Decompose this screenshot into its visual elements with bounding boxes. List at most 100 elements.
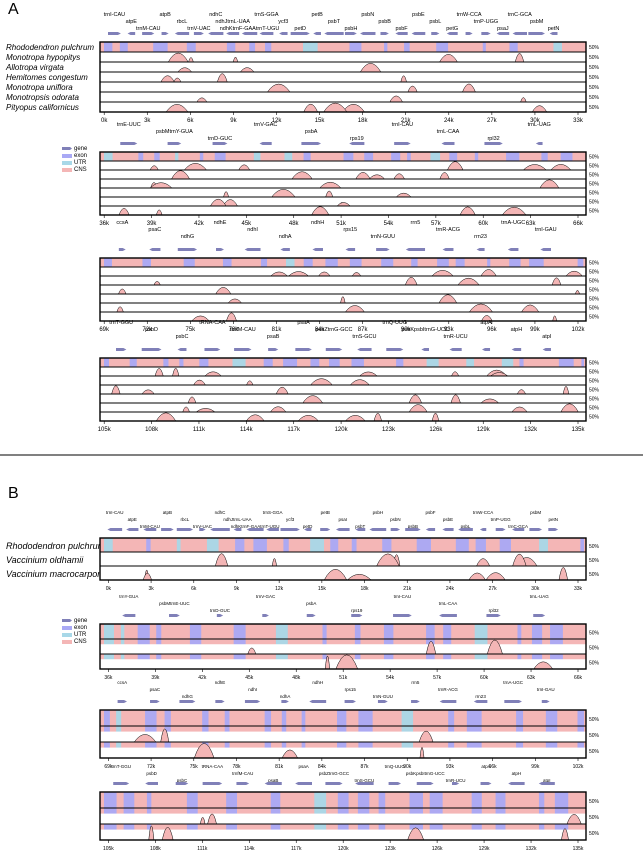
pct-label: 50% [589,305,600,311]
gene-arrow [465,32,473,35]
gene-label: psbN [390,517,401,522]
track-white [100,197,586,206]
gene-arrow [259,32,274,35]
gene-label: trnL-UAG [528,122,551,128]
x-tick-label: 81k [272,327,283,333]
x-tick-label: 45k [241,221,252,227]
x-tick-label: 27k [489,586,498,592]
x-tick-label: 9k [230,118,237,124]
gene-label: psaC [148,227,161,233]
track-frame [99,537,587,581]
gene-arrow [145,782,158,785]
legend-label: gene [74,146,88,152]
gene-label: psaI [339,517,348,522]
gene-label: psaB [267,334,280,340]
pct-label: 50% [589,369,600,375]
pct-label: 50% [589,414,600,420]
gene-label: trnD-GUC [208,136,232,142]
legend-swatch [62,626,72,630]
pct-label: 50% [589,45,600,51]
track-white [100,161,586,170]
gene-label: ndhC [215,510,227,515]
pct-label: 50% [589,269,600,275]
pct-label: 50% [589,558,600,564]
gene-label: atpE [126,19,138,25]
gene-label: ccsA [117,680,127,685]
gene-arrow [528,32,545,35]
legend-swatch [62,161,72,165]
gene-arrow [236,782,250,785]
gene-label: ndhA [279,234,292,240]
x-tick-label: 75k [186,327,197,333]
gene-arrow [306,614,316,617]
pct-label: 50% [589,154,600,160]
x-tick-label: 15k [315,118,326,124]
gene-arrow [141,348,162,351]
gene-label: tRNA-CAA [202,764,224,769]
gene-arrow [388,782,401,785]
gene-arrow [118,248,126,251]
gene-arrow [161,528,174,531]
gene-arrow [442,528,454,531]
track-white [100,285,586,294]
gene-label: ndhH [312,680,323,685]
gene-label: ycf3 [278,19,288,25]
pct-label: 50% [589,296,600,302]
gene-arrow [262,614,269,617]
gene-arrow [386,348,404,351]
track-white [100,92,586,102]
gene-arrow [405,248,426,251]
x-tick-label: 108k [145,427,159,433]
x-tick-label: 72k [142,327,153,333]
x-tick-label: 51k [336,221,347,227]
gene-arrow [161,32,169,35]
pct-label: 50% [589,396,600,402]
gene-label: petG [446,26,458,32]
gene-arrow [369,528,387,531]
track-white [100,644,586,654]
track-frame [99,709,587,759]
pct-label: 50% [589,646,600,652]
gene-label: psaC [150,687,161,692]
x-tick-label: 96k [487,327,498,333]
x-tick-label: 114k [244,846,255,850]
gene-label: psbF [425,510,435,515]
x-tick-label: 99k [531,764,540,770]
gene-arrow [244,700,261,703]
gene-arrow [312,248,323,251]
x-tick-label: 123k [385,846,396,850]
gene-arrow [538,782,555,785]
gene-label: psbMtrnE-UUC [159,601,190,606]
gene-label: trnR-UCU [446,778,466,783]
gene-label: rrn5 [411,680,419,685]
gene-label: trnV-UAC [193,524,213,529]
gene-arrow [351,614,363,617]
gene-label: trnL-CAA [439,601,458,606]
species-label: Allotropa virgata [5,63,64,72]
x-tick-label: 3k [148,586,154,592]
gene-label: rpl32 [489,608,500,613]
gene-arrow [394,142,411,145]
x-tick-label: 21k [401,118,412,124]
x-tick-label: 123k [382,427,396,433]
gene-label: psbH [344,26,357,32]
gene-label: psbKpsbItrnG-UCC [402,327,449,333]
track-white [100,747,586,758]
gene-arrow [442,248,454,251]
gene-arrow [355,528,366,531]
gene-label: trnS-GCU [355,778,375,783]
gene-label: trnQ-UUG [385,764,406,769]
x-tick-label: 75k [190,764,199,770]
x-tick-label: 27k [487,118,498,124]
gene-arrow [264,782,282,785]
gene-arrow [246,528,264,531]
track-frame [99,151,587,216]
gene-label: psbE [412,12,425,18]
gene-label: rbcL [181,517,190,522]
species-label: Rhododendron pulchrum [6,43,94,52]
gene-label: rrn23 [475,694,486,699]
x-tick-label: 6k [187,118,194,124]
gene-arrow [508,782,525,785]
gene-label: rps19 [351,608,363,613]
gene-label: trnV-GAC [256,594,276,599]
